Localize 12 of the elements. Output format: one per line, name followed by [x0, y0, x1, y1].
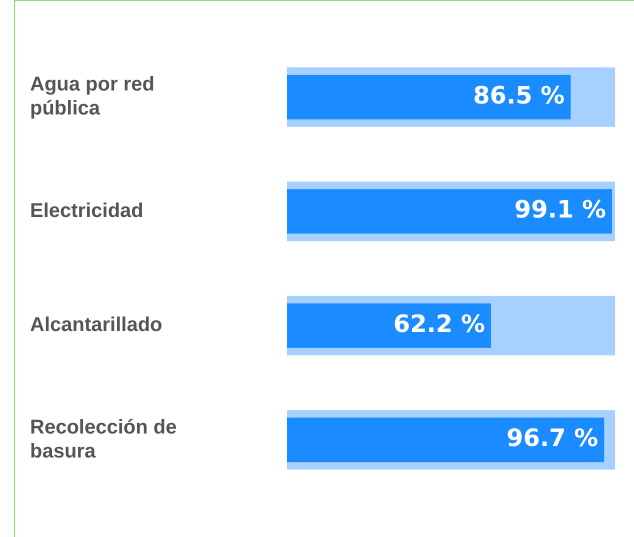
- bar: [287, 303, 492, 348]
- bar: [287, 74, 571, 120]
- data-label: 86.5 %: [473, 81, 565, 110]
- y-tick-label: Alcantarillado: [30, 314, 162, 336]
- y-tick-label: Electricidad: [30, 200, 144, 222]
- data-label: 99.1 %: [514, 196, 606, 224]
- bar: [287, 418, 604, 462]
- bar: [287, 189, 612, 234]
- y-tick-label: Agua por red pública: [30, 74, 154, 120]
- y-tick-label: Recolección de basura: [30, 416, 177, 462]
- data-label: 96.7 %: [506, 424, 598, 452]
- data-label: 62.2 %: [393, 310, 486, 338]
